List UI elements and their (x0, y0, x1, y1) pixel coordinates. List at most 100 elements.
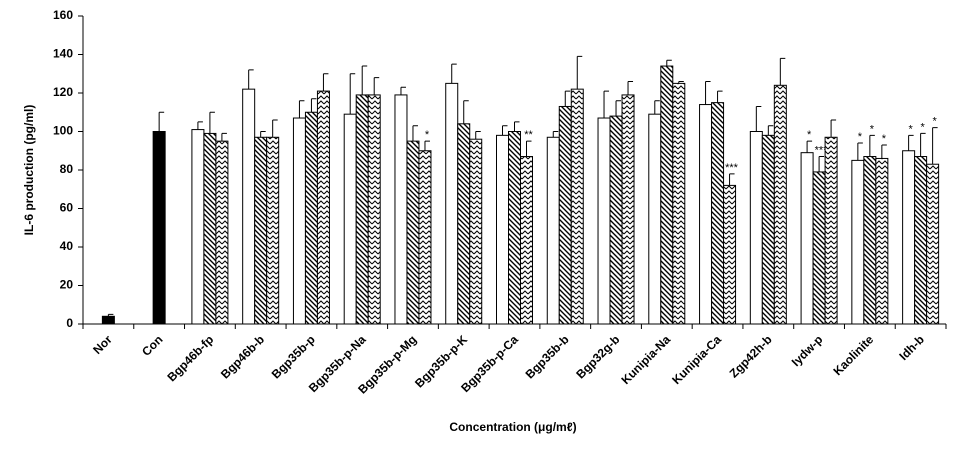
bar (343, 113, 357, 325)
bar (266, 136, 280, 325)
x-axis-title: Concentration (μg/mℓ) (449, 420, 576, 434)
x-tick-label: Nor (90, 332, 115, 357)
error-bar (857, 142, 863, 161)
error-bar (361, 65, 368, 95)
bar (875, 157, 889, 325)
error-bar (603, 90, 610, 119)
x-tick-label: Iydw-p (789, 332, 826, 369)
x-tick-label: Kunipia-Ca (669, 332, 724, 387)
bar (558, 105, 572, 325)
error-bar (197, 121, 203, 130)
y-tick-label: 80 (60, 162, 74, 176)
error-bar (248, 69, 254, 90)
bar (711, 102, 725, 325)
error-bar (526, 140, 532, 157)
error-bar (576, 55, 583, 90)
significance-mark: * (870, 123, 875, 135)
bar (508, 131, 521, 325)
error-bar (920, 132, 926, 157)
error-bar (552, 131, 559, 138)
significance-mark: * (858, 131, 863, 143)
bar (215, 140, 229, 325)
error-bar (755, 105, 762, 132)
error-bar (779, 57, 786, 86)
bar (660, 65, 674, 325)
bar (824, 136, 838, 325)
bar (800, 152, 814, 325)
x-tick-label: Kunipia-Na (618, 332, 673, 387)
error-bar (400, 86, 406, 95)
error-bar (310, 98, 317, 113)
error-bar (221, 132, 227, 142)
x-tick-label: Bgp32g-b (573, 332, 622, 381)
error-bar (451, 63, 457, 84)
x-tick-label: Con (139, 332, 165, 358)
bar (457, 123, 471, 325)
x-tick-label: Bgp46b-fp (164, 332, 216, 384)
significance-mark: ** (524, 129, 533, 141)
error-bar (373, 77, 380, 95)
error-bar (502, 125, 508, 136)
bar (445, 82, 459, 325)
error-bar (158, 111, 165, 132)
bar (851, 159, 865, 325)
y-tick-label: 140 (53, 47, 73, 61)
bar (723, 184, 737, 325)
bar (863, 156, 877, 325)
y-tick-label: 100 (53, 124, 73, 138)
error-bar (514, 121, 520, 132)
bar (749, 131, 763, 325)
x-tick-label: Idh-b (896, 332, 927, 363)
x-tick-label: Kaolinite (830, 332, 876, 378)
x-tick-label: Bgp46b-b (218, 332, 267, 381)
bar (292, 117, 306, 325)
bar (203, 132, 217, 325)
error-bar (830, 119, 837, 138)
error-bar (678, 80, 684, 84)
significance-mark: * (807, 129, 812, 141)
bar (672, 82, 686, 325)
significance-mark: * (908, 123, 913, 135)
error-bar (107, 313, 114, 317)
bar (902, 150, 916, 325)
error-bar (272, 119, 278, 138)
bar (101, 315, 115, 325)
bar (520, 156, 533, 325)
error-bar (881, 144, 887, 159)
bar (914, 156, 928, 325)
x-tick-label: Bgp35b-b (523, 332, 572, 381)
error-bar (729, 173, 735, 186)
error-bar (705, 80, 711, 105)
bar (316, 90, 330, 325)
bar (406, 140, 420, 325)
error-bar (463, 100, 469, 124)
error-bar (869, 134, 875, 157)
error-bar (666, 59, 672, 67)
bar (469, 138, 483, 325)
significance-mark: * (425, 129, 430, 141)
y-tick-label: 160 (53, 8, 73, 22)
bar (242, 88, 256, 325)
bar (355, 94, 369, 325)
error-bar (349, 73, 356, 115)
bar (570, 88, 584, 325)
error-bar (322, 73, 329, 92)
y-tick-label: 20 (60, 278, 74, 292)
significance-mark: * (882, 133, 887, 145)
bar (496, 134, 509, 325)
error-bar (717, 90, 723, 103)
error-bar (475, 131, 481, 140)
error-bar (564, 90, 571, 107)
y-axis-title: IL-6 production (pg/ml) (22, 105, 36, 236)
error-bar (424, 140, 430, 151)
error-bar (627, 80, 634, 95)
significance-mark: *** (725, 162, 739, 174)
error-bar (806, 140, 813, 153)
error-bar (260, 131, 266, 138)
bar (394, 94, 408, 325)
error-bar (654, 100, 660, 115)
bar (699, 104, 713, 325)
bar (152, 131, 166, 325)
significance-mark: * (920, 121, 925, 133)
